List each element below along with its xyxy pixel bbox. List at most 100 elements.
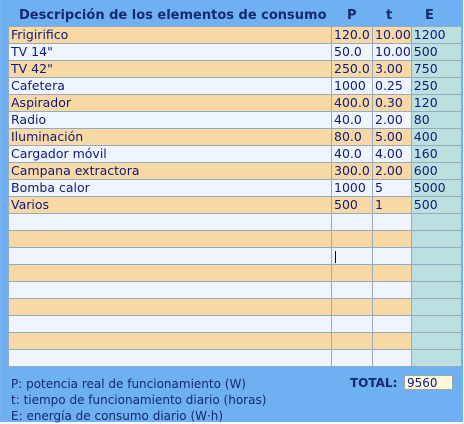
time-cell[interactable]: [372, 230, 412, 248]
description-cell[interactable]: [8, 230, 332, 248]
header-e: E: [425, 8, 434, 23]
time-cell[interactable]: 1: [372, 196, 412, 214]
power-cell[interactable]: [331, 281, 373, 299]
energy-cell[interactable]: [410, 230, 462, 248]
power-cell[interactable]: 120.0: [331, 26, 373, 44]
time-cell[interactable]: 3.00: [372, 60, 412, 78]
energy-cell[interactable]: 160: [410, 145, 462, 163]
total-field[interactable]: 9560: [404, 375, 453, 390]
table-row: Frigirifico 120.0 10.00 1200: [8, 26, 462, 44]
time-cell[interactable]: [372, 213, 412, 231]
power-cell[interactable]: 40.0: [331, 145, 373, 163]
table-row: Radio 40.0 2.00 80: [8, 111, 462, 129]
energy-cell[interactable]: [410, 264, 462, 282]
time-cell[interactable]: 4.00: [372, 145, 412, 163]
description-cell[interactable]: Aspirador: [8, 94, 332, 112]
power-cell[interactable]: 300.0: [331, 162, 373, 180]
time-cell[interactable]: 2.00: [372, 111, 412, 129]
description-cell[interactable]: Iluminación: [8, 128, 332, 146]
description-cell[interactable]: Cafetera: [8, 77, 332, 95]
legend: P: potencia real de funcionamiento (W) t…: [11, 376, 266, 424]
energy-cell[interactable]: 120: [410, 94, 462, 112]
energy-cell[interactable]: [410, 332, 462, 350]
power-cell[interactable]: [331, 349, 373, 367]
time-cell[interactable]: 0.25: [372, 77, 412, 95]
legend-p: P: potencia real de funcionamiento (W): [11, 377, 246, 391]
power-cell[interactable]: [331, 247, 373, 265]
power-cell[interactable]: [331, 332, 373, 350]
text-cursor: [335, 250, 336, 263]
energy-cell[interactable]: [410, 247, 462, 265]
power-cell[interactable]: 50.0: [331, 43, 373, 61]
energy-cell[interactable]: 400: [410, 128, 462, 146]
time-cell[interactable]: 10.00: [372, 26, 412, 44]
header-t: t: [386, 8, 393, 23]
power-cell[interactable]: 40.0: [331, 111, 373, 129]
energy-cell[interactable]: 1200: [410, 26, 462, 44]
description-cell[interactable]: [8, 264, 332, 282]
power-cell[interactable]: [331, 213, 373, 231]
power-cell[interactable]: [331, 264, 373, 282]
energy-cell[interactable]: [410, 315, 462, 333]
energy-cell[interactable]: 5000: [410, 179, 462, 197]
energy-cell[interactable]: 750: [410, 60, 462, 78]
table-row: [8, 349, 462, 367]
power-cell[interactable]: [331, 315, 373, 333]
power-cell[interactable]: 1000: [331, 77, 373, 95]
description-cell[interactable]: Cargador móvil: [8, 145, 332, 163]
header-description: Descripción de los elementos de consumo: [19, 8, 327, 23]
energy-cell[interactable]: 500: [410, 43, 462, 61]
description-cell[interactable]: Radio: [8, 111, 332, 129]
power-cell[interactable]: 80.0: [331, 128, 373, 146]
table-row: Aspirador 400.0 0.30 120: [8, 94, 462, 112]
time-cell[interactable]: [372, 247, 412, 265]
description-cell[interactable]: Frigirifico: [8, 26, 332, 44]
table-header: Descripción de los elementos de consumo …: [1, 8, 463, 26]
description-cell[interactable]: [8, 298, 332, 316]
description-cell[interactable]: Bomba calor: [8, 179, 332, 197]
time-cell[interactable]: [372, 349, 412, 367]
time-cell[interactable]: 5: [372, 179, 412, 197]
description-cell[interactable]: Varios: [8, 196, 332, 214]
table-row: [8, 332, 462, 350]
time-cell[interactable]: 10.00: [372, 43, 412, 61]
table-row: [8, 213, 462, 231]
time-cell[interactable]: 2.00: [372, 162, 412, 180]
table-row: Bomba calor 1000 5 5000: [8, 179, 462, 197]
description-cell[interactable]: [8, 247, 332, 265]
time-cell[interactable]: 0.30: [372, 94, 412, 112]
energy-cell[interactable]: [410, 349, 462, 367]
description-cell[interactable]: [8, 213, 332, 231]
time-cell[interactable]: 5.00: [372, 128, 412, 146]
table-row: TV 14" 50.0 10.00 500: [8, 43, 462, 61]
description-cell[interactable]: [8, 332, 332, 350]
energy-cell[interactable]: 500: [410, 196, 462, 214]
energy-cell[interactable]: [410, 213, 462, 231]
energy-cell[interactable]: 250: [410, 77, 462, 95]
energy-cell[interactable]: [410, 281, 462, 299]
time-cell[interactable]: [372, 281, 412, 299]
legend-t: t: tiempo de funcionamiento diario (hora…: [11, 393, 267, 407]
description-cell[interactable]: [8, 315, 332, 333]
time-cell[interactable]: [372, 332, 412, 350]
description-cell[interactable]: TV 42": [8, 60, 332, 78]
power-cell[interactable]: 400.0: [331, 94, 373, 112]
energy-cell[interactable]: 80: [410, 111, 462, 129]
power-cell[interactable]: 500: [331, 196, 373, 214]
table-row: Cafetera 1000 0.25 250: [8, 77, 462, 95]
power-cell[interactable]: 1000: [331, 179, 373, 197]
power-cell[interactable]: 250.0: [331, 60, 373, 78]
description-cell[interactable]: [8, 281, 332, 299]
description-cell[interactable]: [8, 349, 332, 367]
time-cell[interactable]: [372, 264, 412, 282]
description-cell[interactable]: Campana extractora: [8, 162, 332, 180]
energy-cell[interactable]: 600: [410, 162, 462, 180]
description-cell[interactable]: TV 14": [8, 43, 332, 61]
table-row: Iluminación 80.0 5.00 400: [8, 128, 462, 146]
power-cell[interactable]: [331, 230, 373, 248]
table-row: [8, 264, 462, 282]
energy-cell[interactable]: [410, 298, 462, 316]
power-cell[interactable]: [331, 298, 373, 316]
time-cell[interactable]: [372, 315, 412, 333]
time-cell[interactable]: [372, 298, 412, 316]
